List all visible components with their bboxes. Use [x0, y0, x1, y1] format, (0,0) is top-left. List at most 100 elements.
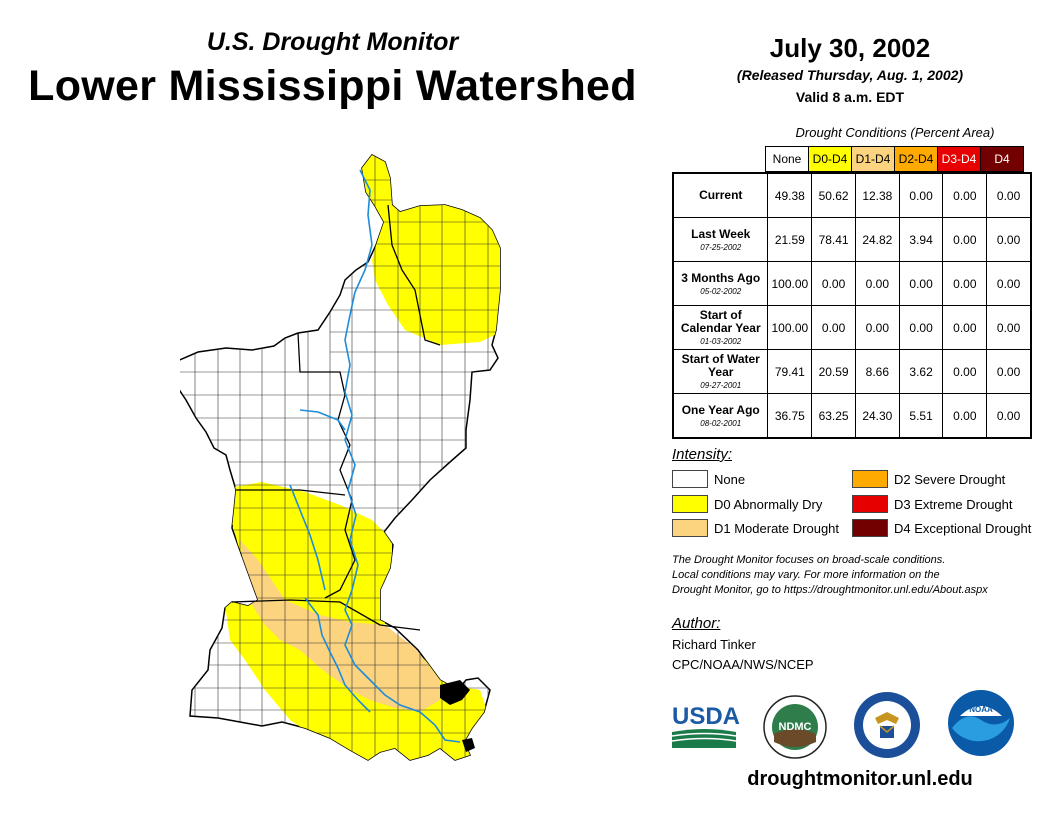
table-cell: 0.00 — [996, 188, 1021, 203]
legend-label: D0 Abnormally Dry — [714, 496, 823, 512]
table-cell: 0.00 — [856, 262, 900, 305]
legend-item-none: None — [672, 470, 745, 488]
atchafalaya-river — [304, 597, 371, 713]
table-cell: 0.00 — [943, 350, 988, 393]
table-cell: 49.38 — [768, 174, 813, 217]
table-cell: 8.66 — [856, 350, 900, 393]
col-header: None — [765, 146, 809, 172]
note-line: Local conditions may vary. For more info… — [672, 569, 940, 581]
table-cell: 0.00 — [943, 394, 988, 437]
valid-time: Valid 8 a.m. EDT — [795, 89, 905, 105]
author-heading: Author: — [672, 615, 721, 632]
release-date: (Released Thursday, Aug. 1, 2002) — [736, 67, 964, 83]
table-cell: 100.00 — [768, 306, 813, 349]
usda-logo: USDA — [671, 703, 740, 748]
row-label: 3 Months Ago 05-02-2002 — [674, 262, 769, 305]
legend-swatch — [672, 495, 708, 513]
table-cell: 63.25 — [812, 394, 856, 437]
author-name: Richard Tinker — [672, 637, 756, 652]
table-cell: 24.30 — [856, 394, 900, 437]
table-cell: 0.00 — [812, 306, 856, 349]
table-cell: 0.00 — [900, 306, 944, 349]
legend-label: None — [714, 471, 746, 487]
col-header: D4 — [980, 146, 1024, 172]
legend-item-d3: D3 Extreme Drought — [852, 495, 1013, 513]
red-river — [299, 409, 346, 431]
legend-swatch — [672, 519, 708, 537]
table-cell: 0.00 — [996, 320, 1021, 335]
commerce-logo — [854, 692, 920, 758]
legend-swatch — [852, 519, 888, 537]
table-cell: 12.38 — [856, 174, 900, 217]
map-date: July 30, 2002 — [769, 33, 931, 63]
table-cell: 0.00 — [943, 218, 988, 261]
row-label: Start of Water Year 09-27-2001 — [674, 350, 769, 393]
table-cell: 21.59 — [768, 218, 813, 261]
legend-label: D2 Severe Drought — [894, 471, 1006, 487]
table-cell: 0.00 — [996, 364, 1021, 379]
table-cell: 100.00 — [768, 262, 813, 305]
col-header: D3-D4 — [937, 146, 981, 172]
table-cell: 36.75 — [768, 394, 813, 437]
row-label-text: Start of Calendar Year — [680, 308, 761, 335]
table-cell: 20.59 — [812, 350, 856, 393]
table-cell: 24.82 — [856, 218, 900, 261]
table-cell: 0.00 — [996, 408, 1021, 423]
row-label: Current — [674, 174, 769, 217]
table-cell: 78.41 — [812, 218, 856, 261]
table-cell: 0.00 — [943, 174, 988, 217]
legend-swatch — [852, 470, 888, 488]
table-cell: 3.94 — [900, 218, 944, 261]
legend-item-d4: D4 Exceptional Drought — [852, 519, 1031, 537]
row-label-date: 07-25-2002 — [700, 242, 742, 252]
row-label-date: 09-27-2001 — [700, 381, 742, 390]
row-label-text: Last Week — [691, 226, 751, 241]
table-cell: 0.00 — [856, 306, 900, 349]
table-row: Current 49.38 50.62 12.38 0.00 0.00 0.00 — [674, 174, 1030, 218]
table-header-row: None D0-D4 D1-D4 D2-D4 D3-D4 D4 — [765, 146, 1024, 172]
legend-item-d0: D0 Abnormally Dry — [672, 495, 822, 513]
table-cell: 79.41 — [768, 350, 813, 393]
col-header: D1-D4 — [851, 146, 895, 172]
rivers — [289, 169, 461, 743]
website-url[interactable]: droughtmonitor.unl.edu — [747, 768, 973, 790]
map-title: Lower Mississippi Watershed — [28, 62, 637, 110]
table-row: Last Week 07-25-2002 21.59 78.41 24.82 3.94 0.… — [674, 218, 1030, 262]
table-cell: 0.00 — [943, 262, 988, 305]
note-line: The Drought Monitor focuses on broad-sca… — [672, 554, 946, 566]
row-label-date: 08-02-2001 — [700, 418, 742, 428]
noaa-logo-text: NOAA — [969, 705, 993, 714]
table-cell: 0.00 — [996, 276, 1021, 291]
state-boundaries — [231, 204, 441, 631]
table-cell: 5.51 — [900, 394, 944, 437]
legend-item-d1: D1 Moderate Drought — [672, 519, 839, 537]
table-row: One Year Ago 08-02-2001 36.75 63.25 24.30 5.5… — [674, 394, 1030, 437]
table-cell: 0.00 — [812, 262, 856, 305]
row-label-date: 01-03-2002 — [700, 337, 742, 346]
row-label-text: Current — [699, 188, 743, 202]
table-cell: 3.62 — [900, 350, 944, 393]
table-cell: 0.00 — [900, 262, 944, 305]
legend-label: D4 Exceptional Drought — [894, 520, 1032, 536]
table-row: Start of Water Year 09-27-2001 79.41 20.59 8… — [674, 350, 1030, 394]
legend-label: D3 Extreme Drought — [894, 496, 1013, 512]
mississippi-river — [344, 169, 461, 743]
info-note: The Drought Monitor focuses on broad-sca… — [672, 553, 1052, 598]
ndmc-logo-text: NDMC — [779, 721, 812, 733]
table-row: Start of Calendar Year 01-03-2002 100.00 0.… — [674, 306, 1030, 350]
row-label-date: 05-02-2002 — [700, 286, 742, 296]
row-label-text: 3 Months Ago — [681, 270, 761, 285]
legend-swatch — [852, 495, 888, 513]
legend-title: Intensity: — [672, 446, 733, 463]
col-header: D0-D4 — [808, 146, 852, 172]
table-row: 3 Months Ago 05-02-2002 100.00 0.00 0.00 0.00… — [674, 262, 1030, 306]
coastal-marsh — [440, 680, 475, 752]
note-line: Drought Monitor, go to https://droughtmo… — [672, 584, 988, 596]
col-header: D2-D4 — [894, 146, 938, 172]
ouachita-river — [289, 484, 326, 591]
legend-item-d2: D2 Severe Drought — [852, 470, 1005, 488]
drought-map — [180, 154, 501, 761]
row-label: Start of Calendar Year 01-03-2002 — [674, 306, 769, 349]
table-cell: 50.62 — [812, 174, 856, 217]
table-caption: Drought Conditions (Percent Area) — [795, 125, 995, 140]
